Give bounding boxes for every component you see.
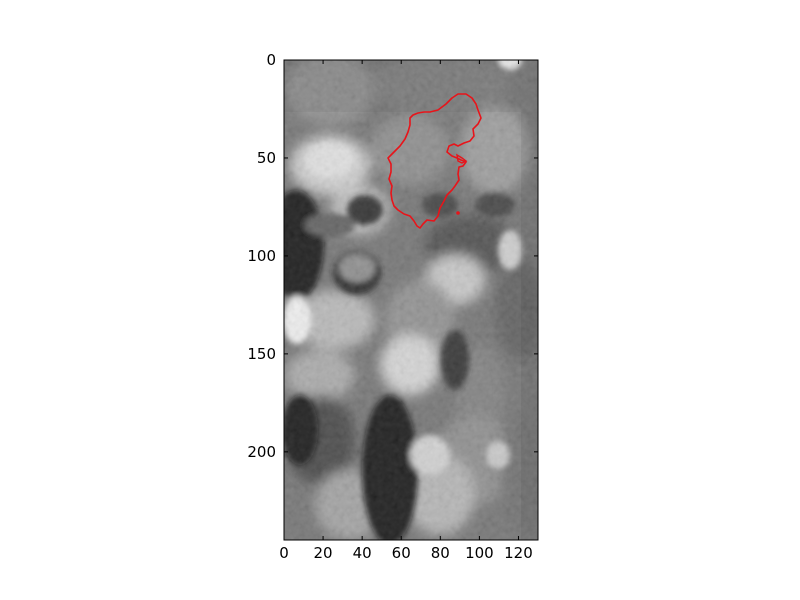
contour-dot [456,211,460,215]
y-tick-label: 200 [247,443,276,461]
x-tick-label: 40 [353,544,372,562]
y-tick-label: 150 [247,345,276,363]
y-axis: 0 50 100 150 200 [247,51,538,461]
ct-image [284,60,538,540]
contour-inner-notch [456,153,468,164]
segmentation-contour [387,93,482,229]
axes-frame [283,59,539,541]
y-tick-label: 100 [247,247,276,265]
x-tick-label: 80 [431,544,450,562]
y-tick-label: 50 [257,149,276,167]
y-tick-label: 0 [266,51,276,69]
x-tick-label: 20 [314,544,333,562]
x-tick-label: 100 [465,544,494,562]
x-tick-label: 60 [392,544,411,562]
x-tick-label: 0 [279,544,289,562]
x-tick-label: 120 [504,544,533,562]
x-axis: 0 20 40 60 80 100 120 [279,60,533,562]
